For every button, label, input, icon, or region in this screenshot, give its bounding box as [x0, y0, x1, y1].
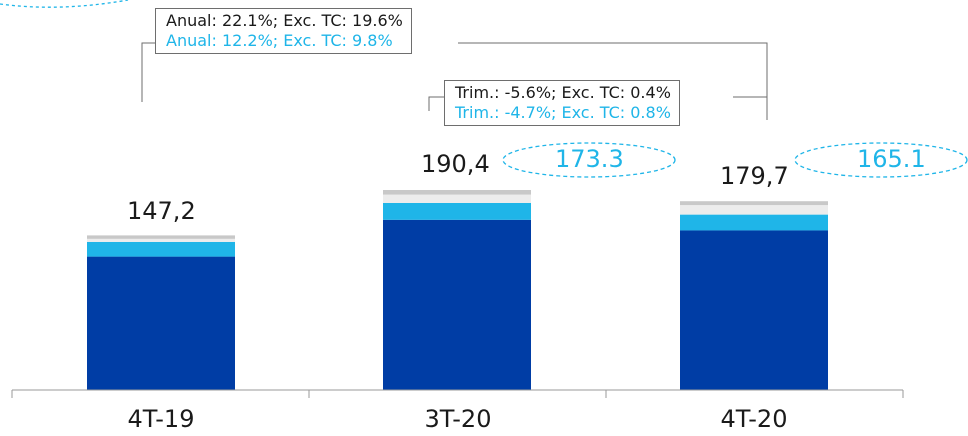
annual-growth-box: Anual: 22.1%; Exc. TC: 19.6% Anual: 12.2…: [155, 8, 412, 54]
quarterly-bracket: [428, 96, 767, 111]
bar-4t-19-segment-top: [87, 235, 235, 239]
bars-group: [87, 190, 828, 390]
category-label-3t20: 3T-20: [424, 405, 492, 433]
bar-3t-20-segment-main: [383, 219, 531, 390]
partial-oval-decoration: [0, 0, 129, 8]
annual-bracket: [141, 42, 768, 120]
bar-4t-19-segment-secondary: [87, 241, 235, 257]
quarterly-growth-line1: Trim.: -5.6%; Exc. TC: 0.4%: [455, 83, 671, 102]
bar-4t-20-segment-secondary: [680, 214, 828, 231]
category-label-4t20: 4T-20: [720, 405, 788, 433]
excl-fx-total-3t20: 173.3: [555, 145, 624, 173]
bar-3t-20-segment-secondary: [383, 203, 531, 220]
bar-4t-20-segment-top: [680, 201, 828, 206]
quarterly-growth-line2: Trim.: -4.7%; Exc. TC: 0.8%: [455, 103, 671, 122]
oval-4t20: [794, 142, 968, 178]
annual-growth-line2: Anual: 12.2%; Exc. TC: 9.8%: [166, 31, 393, 50]
bar-3t-20-segment-tertiary: [383, 194, 531, 203]
bar-3t-20-segment-top: [383, 190, 531, 195]
bar-4t-20-segment-tertiary: [680, 205, 828, 215]
total-label-4t20: 179,7: [720, 162, 789, 190]
x-axis: [11, 389, 904, 398]
bar-4t-19-segment-tertiary: [87, 238, 235, 242]
bar-4t-19-segment-main: [87, 256, 235, 390]
oval-3t20: [502, 142, 676, 178]
category-label-4t19: 4T-19: [127, 405, 195, 433]
quarterly-growth-box: Trim.: -5.6%; Exc. TC: 0.4% Trim.: -4.7%…: [444, 80, 680, 126]
bar-4t-20-segment-main: [680, 230, 828, 390]
annual-growth-line1: Anual: 22.1%; Exc. TC: 19.6%: [166, 11, 403, 30]
excl-fx-total-4t20: 165.1: [857, 145, 926, 173]
total-label-3t20: 190,4: [421, 150, 490, 178]
total-label-4t19: 147,2: [127, 197, 196, 225]
